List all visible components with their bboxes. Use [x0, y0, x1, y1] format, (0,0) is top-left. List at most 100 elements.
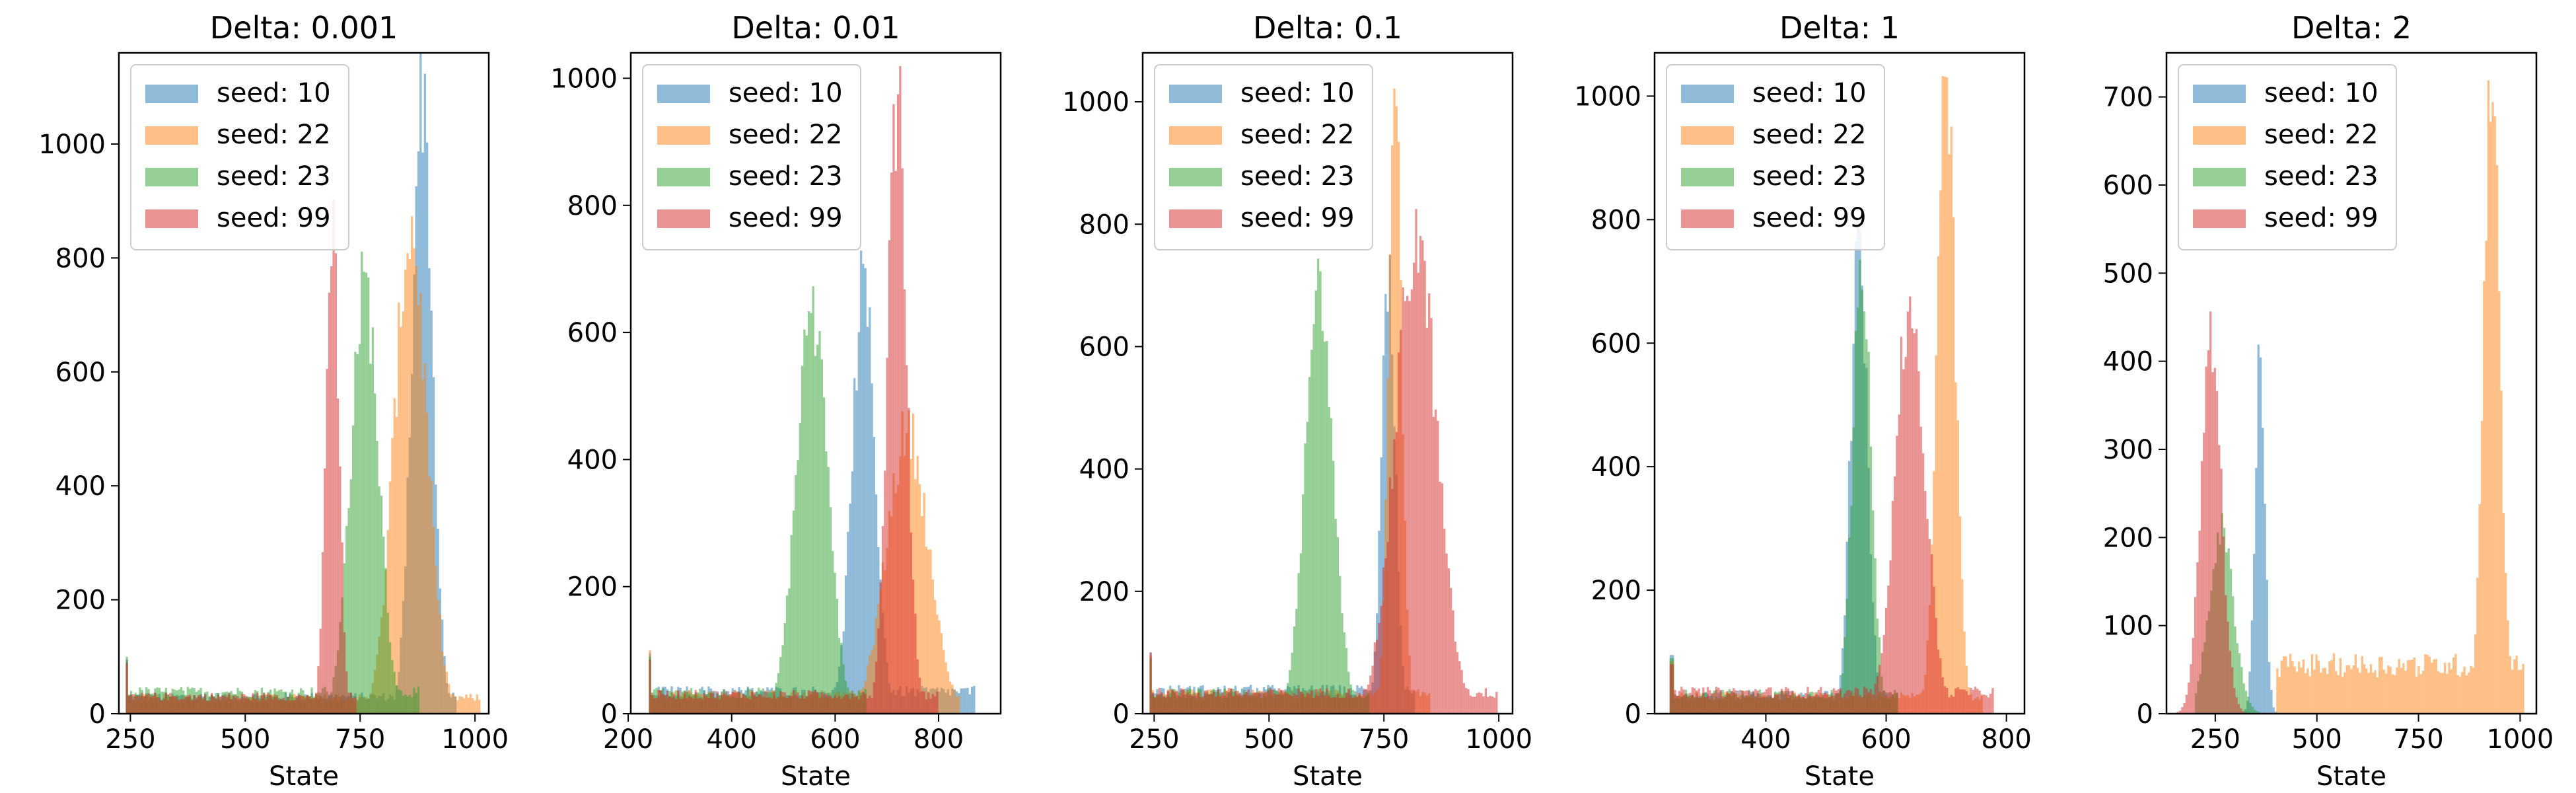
histogram-bar — [2237, 704, 2240, 714]
y-tick-label: 600 — [2103, 170, 2153, 201]
histogram-bar — [382, 537, 385, 714]
histogram-bar — [1696, 691, 1698, 714]
histogram-bar — [1845, 690, 1848, 714]
histogram-bar — [1795, 695, 1799, 714]
histogram-bar — [2520, 669, 2522, 714]
histogram-bar — [1182, 689, 1185, 714]
series-seed-99 — [649, 65, 939, 714]
histogram-bar — [215, 698, 217, 714]
histogram-bar — [1306, 692, 1308, 714]
histogram-bar — [332, 200, 335, 714]
series-seed-99 — [2174, 311, 2260, 714]
legend-swatch — [145, 126, 198, 145]
histogram-bar — [818, 698, 821, 714]
histogram-bar — [280, 699, 283, 714]
histogram-bar — [2511, 669, 2514, 714]
histogram-bar — [408, 258, 411, 714]
histogram-bar — [2452, 658, 2455, 714]
histogram-bar — [1238, 693, 1241, 714]
legend: seed: 10 seed: 22 seed: 23 seed: 99 — [1154, 64, 1373, 250]
histogram-bar — [1175, 691, 1178, 714]
histogram-bar — [670, 697, 673, 714]
histogram-bar — [797, 692, 799, 714]
histogram-bar — [2220, 469, 2223, 714]
histogram-bar — [1763, 692, 1766, 714]
y-tick-label: 800 — [1079, 209, 1129, 240]
histogram-bar — [398, 689, 400, 714]
histogram-bar — [709, 693, 712, 714]
histogram-bar — [903, 289, 906, 714]
histogram-bar — [247, 699, 250, 714]
histogram-bar — [659, 690, 662, 714]
histogram-bar — [1750, 694, 1752, 714]
histogram-bar — [1376, 639, 1378, 714]
histogram-bar — [901, 168, 904, 714]
histogram-bar — [2262, 428, 2264, 714]
histogram-bar — [2468, 672, 2470, 714]
histogram-bar — [2209, 311, 2212, 714]
histogram-bar — [1491, 697, 1493, 714]
histogram-bar — [827, 467, 830, 714]
histogram-bar — [1489, 695, 1491, 714]
histogram-bar — [2231, 667, 2234, 714]
histogram-bar — [805, 335, 808, 714]
y-tick-label: 600 — [567, 318, 618, 348]
histogram-bar — [1228, 688, 1231, 714]
histogram-bar — [1943, 76, 1947, 714]
histogram-bar — [395, 685, 398, 714]
histogram-bar — [199, 695, 202, 714]
histogram-bar — [2380, 656, 2383, 714]
subplot-4: 400 600 800 0 200 400 600 800 1000 Delta: 1 State s… — [1574, 10, 2032, 792]
histogram-bar — [1706, 687, 1709, 714]
histogram-bar — [692, 699, 695, 714]
histogram-bar — [729, 694, 732, 714]
histogram-bar — [1156, 694, 1159, 714]
histogram-bar — [1465, 688, 1468, 714]
histogram-bar — [814, 356, 817, 714]
histogram-bar — [2330, 660, 2333, 714]
histogram-bar — [273, 697, 276, 714]
histogram-bar — [1822, 695, 1824, 714]
histogram-bar — [2450, 669, 2452, 714]
histogram-bar — [1391, 489, 1394, 714]
histogram-bar — [1291, 696, 1293, 714]
histogram-bar — [2391, 674, 2394, 714]
histogram-bar — [1933, 586, 1935, 714]
histogram-bar — [1371, 665, 1374, 714]
histogram-bar — [1234, 691, 1237, 714]
histogram-bar — [790, 696, 793, 714]
histogram-bar — [1810, 696, 1814, 714]
histogram-bar — [1859, 695, 1861, 714]
histogram-bar — [2472, 667, 2474, 714]
x-tick-label: 250 — [1129, 724, 1179, 755]
x-tick-label: 800 — [913, 724, 964, 755]
histogram-bar — [2384, 673, 2388, 714]
series-seed-22 — [2276, 80, 2524, 714]
legend-frame — [1154, 64, 1373, 250]
subplot-title: Delta: 0.1 — [1253, 10, 1402, 46]
histogram-bar — [2207, 350, 2210, 714]
histogram-bar — [1149, 652, 1152, 714]
histogram-bar — [236, 696, 239, 714]
histogram-bar — [302, 696, 304, 714]
histogram-bar — [2435, 659, 2437, 714]
histogram-bar — [1919, 426, 1922, 714]
histogram-bar — [1252, 693, 1254, 714]
histogram-bar — [1408, 301, 1411, 714]
histogram-bar — [1828, 697, 1831, 714]
histogram-bar — [1445, 553, 1448, 714]
y-tick-label: 500 — [2103, 258, 2153, 289]
histogram-bar — [1151, 693, 1155, 714]
histogram-bar — [454, 696, 457, 714]
histogram-bar — [2183, 703, 2186, 714]
x-axis-label: State — [781, 761, 851, 792]
histogram-bar — [795, 695, 797, 714]
histogram-bar — [718, 699, 721, 714]
histogram-bar — [2363, 664, 2366, 714]
histogram-bar — [840, 699, 843, 714]
histogram-bar — [1282, 690, 1285, 714]
histogram-bar — [1830, 695, 1833, 714]
histogram-bar — [1939, 658, 1942, 714]
histogram-bar — [435, 566, 437, 714]
histogram-bar — [703, 693, 706, 714]
